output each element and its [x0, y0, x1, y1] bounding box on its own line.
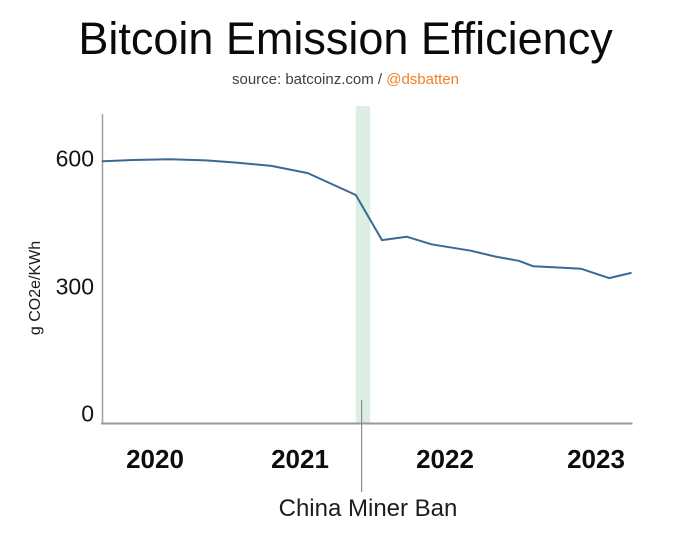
x-tick-2023: 2023	[567, 444, 625, 474]
y-tick-300: 300	[55, 273, 94, 300]
y-axis-title: g CO2e/KWh	[27, 240, 44, 336]
x-tick-2020: 2020	[126, 444, 184, 474]
x-tick-2021: 2021	[271, 444, 329, 474]
annotation-label: China Miner Ban	[278, 495, 458, 522]
y-tick-600: 600	[55, 145, 94, 172]
x-tick-2022: 2022	[416, 444, 474, 474]
subtitle-author-handle: @dsbatten	[386, 71, 459, 88]
emission-line	[101, 158, 632, 280]
chart-title: Bitcoin Emission Efficiency	[78, 13, 613, 64]
chart-subtitle: source: batcoinz.com / @dsbatten	[0, 71, 691, 88]
subtitle-source-text: source: batcoinz.com /	[231, 71, 387, 88]
y-tick-0: 0	[81, 400, 94, 427]
highlight-band	[355, 106, 371, 423]
